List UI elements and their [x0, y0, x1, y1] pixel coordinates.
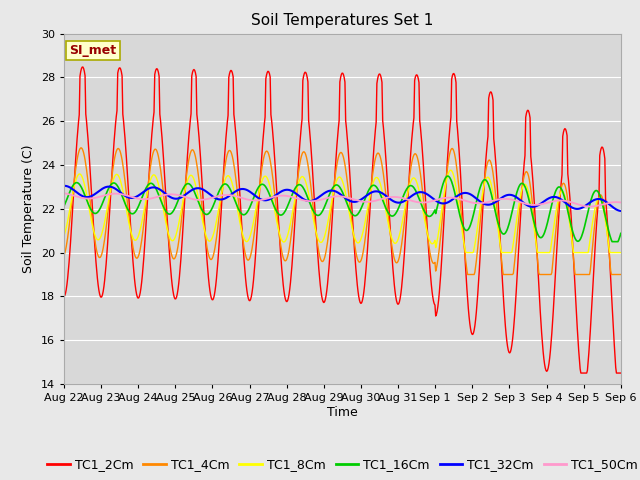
TC1_8Cm: [400, 211, 408, 217]
TC1_2Cm: [401, 249, 408, 255]
TC1_16Cm: [255, 183, 263, 189]
TC1_8Cm: [617, 250, 625, 255]
Line: TC1_32Cm: TC1_32Cm: [64, 186, 621, 211]
TC1_50Cm: [400, 195, 408, 201]
TC1_16Cm: [431, 207, 439, 213]
TC1_16Cm: [228, 190, 236, 195]
TC1_4Cm: [256, 180, 264, 185]
TC1_32Cm: [125, 195, 133, 201]
TC1_16Cm: [617, 230, 625, 236]
TC1_8Cm: [447, 168, 455, 173]
Title: Soil Temperatures Set 1: Soil Temperatures Set 1: [252, 13, 433, 28]
TC1_50Cm: [125, 193, 133, 199]
Line: TC1_2Cm: TC1_2Cm: [64, 67, 621, 373]
Line: TC1_50Cm: TC1_50Cm: [64, 193, 621, 206]
TC1_4Cm: [464, 272, 472, 277]
TC1_2Cm: [277, 257, 285, 263]
TC1_32Cm: [276, 189, 284, 195]
Y-axis label: Soil Temperature (C): Soil Temperature (C): [22, 144, 35, 273]
TC1_2Cm: [577, 370, 585, 376]
Line: TC1_16Cm: TC1_16Cm: [64, 176, 621, 241]
TC1_50Cm: [60, 191, 68, 196]
TC1_32Cm: [228, 191, 236, 197]
TC1_50Cm: [617, 200, 625, 205]
TC1_8Cm: [228, 179, 236, 184]
TC1_32Cm: [431, 197, 439, 203]
TC1_8Cm: [462, 250, 470, 255]
TC1_16Cm: [444, 173, 452, 179]
TC1_2Cm: [617, 370, 625, 376]
TC1_4Cm: [126, 224, 134, 229]
TC1_8Cm: [276, 234, 284, 240]
X-axis label: Time: Time: [327, 406, 358, 419]
Line: TC1_8Cm: TC1_8Cm: [64, 170, 621, 252]
TC1_4Cm: [401, 218, 408, 224]
TC1_32Cm: [60, 183, 68, 189]
TC1_32Cm: [255, 196, 263, 202]
TC1_8Cm: [255, 188, 263, 194]
TC1_4Cm: [617, 272, 625, 277]
TC1_4Cm: [60, 252, 68, 258]
TC1_50Cm: [255, 197, 263, 203]
TC1_50Cm: [431, 197, 439, 203]
TC1_16Cm: [125, 209, 133, 215]
TC1_2Cm: [126, 215, 134, 220]
Legend: TC1_2Cm, TC1_4Cm, TC1_8Cm, TC1_16Cm, TC1_32Cm, TC1_50Cm: TC1_2Cm, TC1_4Cm, TC1_8Cm, TC1_16Cm, TC1…: [42, 453, 640, 476]
TC1_32Cm: [617, 208, 625, 214]
TC1_50Cm: [228, 192, 236, 198]
TC1_16Cm: [400, 192, 408, 198]
TC1_4Cm: [277, 245, 285, 251]
TC1_50Cm: [276, 193, 284, 199]
TC1_8Cm: [431, 238, 439, 243]
TC1_2Cm: [256, 181, 264, 187]
TC1_4Cm: [432, 268, 440, 274]
TC1_2Cm: [60, 293, 68, 300]
TC1_16Cm: [608, 239, 616, 244]
TC1_2Cm: [79, 64, 86, 70]
TC1_16Cm: [276, 212, 284, 218]
TC1_8Cm: [60, 232, 68, 238]
TC1_4Cm: [77, 145, 85, 151]
TC1_2Cm: [228, 70, 236, 76]
TC1_16Cm: [60, 203, 68, 209]
Text: SI_met: SI_met: [70, 44, 116, 57]
TC1_8Cm: [125, 222, 133, 228]
TC1_4Cm: [228, 154, 236, 160]
TC1_32Cm: [400, 199, 408, 204]
Line: TC1_4Cm: TC1_4Cm: [64, 148, 621, 275]
TC1_2Cm: [432, 313, 440, 319]
TC1_50Cm: [586, 204, 594, 209]
